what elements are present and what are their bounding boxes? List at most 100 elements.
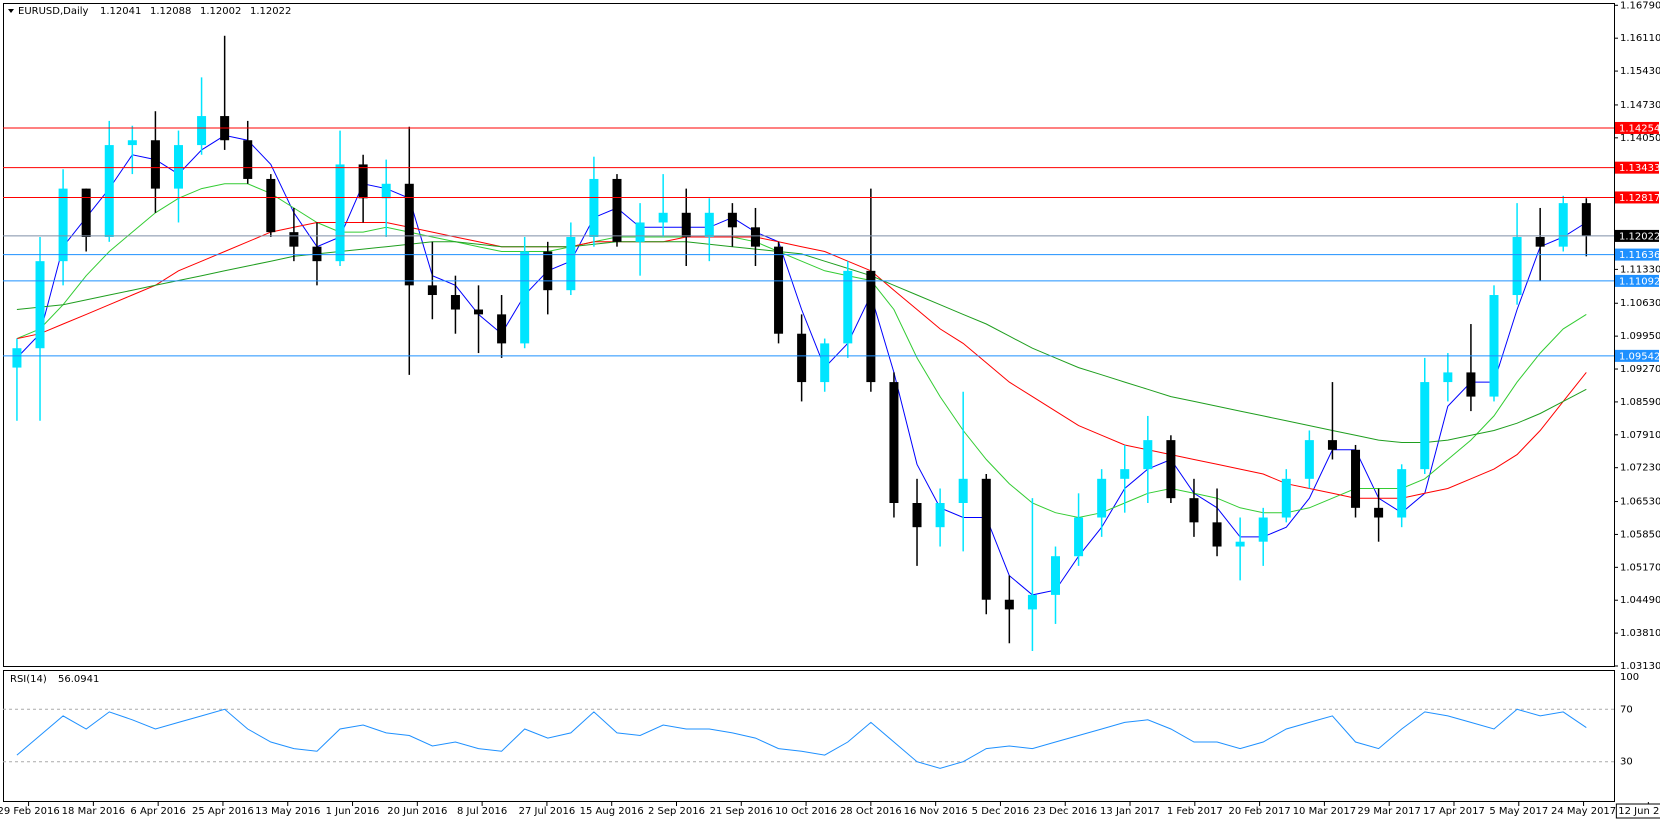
candle-body [12, 348, 22, 368]
x-tick-label: 6 Apr 2016 [130, 806, 185, 817]
x-tick-label: 18 Mar 2016 [62, 806, 125, 817]
x-tick-label: 5 Dec 2016 [972, 806, 1030, 817]
candle-body [1281, 478, 1291, 518]
y-tick-label: 1.08590 [1620, 397, 1660, 408]
candle-body [1235, 541, 1245, 547]
x-tick-label: 13 May 2016 [255, 806, 320, 817]
candle-body [520, 251, 530, 344]
x-tick-label: 10 Mar 2017 [1293, 806, 1356, 817]
candle-body [173, 145, 183, 189]
y-tick-label: 1.14050 [1620, 133, 1660, 144]
candle-body [1535, 236, 1545, 247]
level-line-label: 1.11636 [1619, 250, 1660, 261]
candle-body [1327, 440, 1337, 450]
candle-body [1420, 382, 1430, 470]
candle-body [774, 246, 784, 334]
candle-body [1512, 236, 1522, 296]
x-tick-label: 23 Dec 2016 [1033, 806, 1097, 817]
x-tick-label: 28 Oct 2016 [840, 806, 902, 817]
rsi-panel [3, 670, 1615, 802]
candle-body [150, 140, 160, 189]
candle-body [681, 212, 691, 237]
candle-body [1581, 203, 1591, 237]
candle-body [1258, 517, 1268, 542]
y-tick-label: 1.14730 [1620, 100, 1660, 111]
x-tick-label: 27 Jul 2016 [519, 806, 576, 817]
candle-body [750, 227, 760, 247]
candle-body [1120, 469, 1130, 479]
candle-body [566, 236, 576, 291]
level-line-box [1615, 274, 1659, 287]
rsi-tick-label: 100 [1620, 672, 1639, 683]
rsi-title: RSI(14) [10, 674, 47, 685]
candle-body [1050, 556, 1060, 595]
candle-body [1397, 469, 1407, 518]
level-line-box [1615, 349, 1659, 362]
level-line-label: 1.12817 [1619, 193, 1660, 204]
candle-body [1166, 440, 1176, 499]
rsi-tick-label: 70 [1620, 704, 1633, 715]
y-tick-label: 1.05850 [1620, 529, 1660, 540]
x-tick-label: 24 May 2017 [1551, 806, 1616, 817]
current-price-box [1615, 229, 1659, 242]
rsi-value: 56.0941 [58, 674, 99, 685]
x-tick-label: 5 May 2017 [1489, 806, 1548, 817]
candle-body [981, 478, 991, 600]
x-tick-label: 1 Jun 2016 [326, 806, 380, 817]
candle-body [1304, 440, 1314, 479]
candle-body [612, 178, 622, 242]
x-tick-label: 25 Apr 2016 [192, 806, 254, 817]
candle-body [797, 333, 807, 383]
candle-body [635, 222, 645, 242]
candle-body [1189, 498, 1199, 523]
y-tick-label: 1.03130 [1620, 661, 1660, 672]
menu-arrow[interactable] [8, 9, 14, 13]
level-line-label: 1.13433 [1619, 163, 1660, 174]
candle-body [1489, 295, 1499, 397]
candle-body [358, 164, 368, 199]
candle-body [35, 261, 45, 349]
moving-average [16, 222, 1587, 499]
candle-body [197, 116, 207, 146]
y-tick-label: 1.04490 [1620, 595, 1660, 606]
candle-body [589, 178, 599, 237]
candle-body [104, 145, 114, 237]
candle-body [312, 246, 322, 262]
y-tick-label: 1.07910 [1620, 430, 1660, 441]
moving-average [16, 183, 1587, 519]
y-tick-label: 1.09950 [1620, 331, 1660, 342]
candle-body [1074, 517, 1084, 557]
candle-body [497, 314, 507, 344]
level-line-label: 1.14254 [1619, 123, 1660, 134]
candle-body [427, 285, 437, 296]
candle-body [866, 270, 876, 383]
candle-body [1143, 440, 1153, 470]
candle-body [81, 188, 91, 237]
level-line-label: 1.09542 [1619, 351, 1660, 362]
x-tick-label: 15 Aug 2016 [580, 806, 644, 817]
candle-body [1351, 449, 1361, 508]
candle-body [912, 503, 922, 528]
x-tick-label: 10 Oct 2016 [775, 806, 837, 817]
candle-body [1558, 203, 1568, 247]
candle-body [1443, 372, 1453, 383]
y-tick-label: 1.10630 [1620, 298, 1660, 309]
x-label-box [1615, 803, 1660, 819]
candle-body [1466, 372, 1476, 397]
candle-body [127, 140, 137, 146]
y-tick-label: 1.05170 [1620, 562, 1660, 573]
level-line-box [1615, 121, 1659, 134]
header-price: 1.12041 [100, 6, 141, 17]
candle-body [727, 212, 737, 228]
y-tick-label: 1.16110 [1620, 33, 1660, 44]
candle-body [889, 382, 899, 504]
x-tick-label: 16 Nov 2016 [904, 806, 968, 817]
y-tick-label: 1.11330 [1620, 264, 1660, 275]
x-tick-label: 12 Jun 2017 [1618, 806, 1660, 817]
x-tick-label: 21 Sep 2016 [710, 806, 773, 817]
rsi-tick-label: 30 [1620, 757, 1633, 768]
header-price: 1.12002 [200, 6, 241, 17]
candle-body [404, 183, 414, 286]
